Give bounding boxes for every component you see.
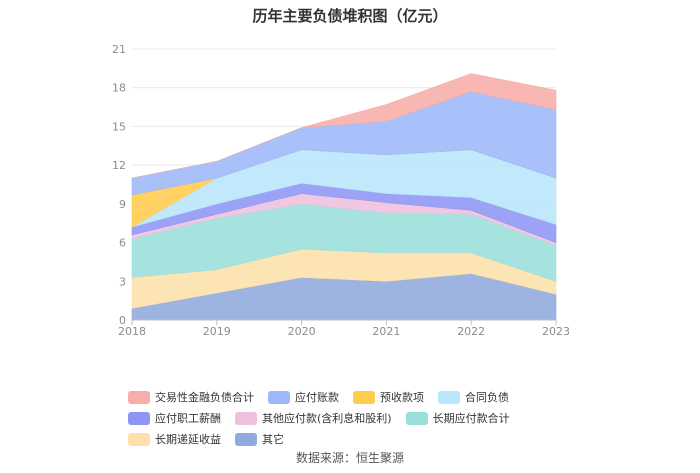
legend-label: 应付账款 [295, 391, 339, 404]
legend-item[interactable]: 长期应付款合计 [405, 410, 510, 426]
area-layer [131, 73, 557, 321]
x-tick-label: 2021 [372, 325, 400, 338]
y-tick-label: 6 [119, 237, 126, 250]
area-交易性金融负债合计 [131, 73, 557, 179]
legend-item[interactable]: 应付账款 [268, 389, 339, 405]
legend-swatch [405, 411, 428, 425]
y-tick-label: 18 [112, 82, 126, 95]
legend-swatch [438, 390, 460, 404]
legend-item[interactable]: 其他应付款(含利息和股利) [235, 410, 392, 426]
legend-item[interactable]: 长期递延收益 [128, 431, 221, 447]
x-tick-label: 2020 [288, 325, 316, 338]
x-tick-label: 2022 [457, 325, 485, 338]
legend-item[interactable]: 交易性金融负债合计 [128, 389, 254, 405]
axes: 0 3 6 9 12 15 18 21 2018 2019 2020 2021 2022 2023 [112, 43, 570, 338]
legend-label: 应付职工薪酬 [155, 412, 221, 425]
y-tick-label: 0 [119, 314, 126, 327]
y-tick-label: 12 [112, 159, 126, 172]
legend: 交易性金融负债合计 应付账款 预收款项 合同负债应付职工薪酬 其他应付款(含利息和股利)… [128, 389, 588, 447]
legend-swatch [353, 390, 375, 404]
stacked-area-chart: 0 3 6 9 12 15 18 21 2018 2019 2020 2021 2022 2023 [112, 43, 570, 338]
legend-swatch [235, 432, 257, 446]
data-source: 数据来源：恒生聚源 [295, 451, 404, 465]
legend-swatch [128, 432, 150, 446]
legend-swatch [128, 411, 150, 425]
legend-swatch [128, 390, 150, 404]
legend-swatch [268, 390, 290, 404]
x-tick-label: 2018 [118, 325, 146, 338]
legend-label: 交易性金融负债合计 [155, 391, 254, 404]
legend-label: 长期递延收益 [155, 433, 221, 446]
y-tick-label: 21 [112, 43, 126, 56]
legend-label: 预收款项 [380, 391, 424, 404]
legend-item[interactable]: 预收款项 [353, 389, 424, 405]
legend-item[interactable]: 其它 [235, 431, 284, 447]
legend-label: 合同负债 [465, 391, 509, 404]
legend-item[interactable]: 应付职工薪酬 [128, 410, 221, 426]
legend-swatch [235, 411, 257, 425]
legend-label: 其他应付款(含利息和股利) [262, 412, 392, 425]
y-tick-label: 9 [119, 198, 126, 211]
x-tick-label: 2023 [542, 325, 570, 338]
y-tick-label: 15 [112, 120, 126, 133]
legend-item[interactable]: 合同负债 [438, 389, 509, 405]
y-tick-label: 3 [119, 275, 126, 288]
chart-title: 历年主要负债堆积图（亿元） [252, 7, 448, 25]
legend-label: 长期应付款合计 [432, 412, 510, 425]
x-tick-label: 2019 [203, 325, 231, 338]
legend-label: 其它 [262, 433, 284, 446]
